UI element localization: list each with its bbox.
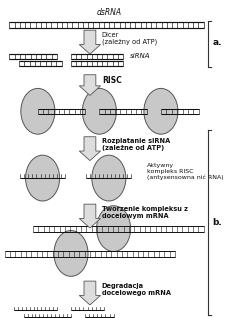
- Text: b.: b.: [212, 218, 222, 227]
- Text: Rozplatanie siRNA
(zależne od ATP): Rozplatanie siRNA (zależne od ATP): [102, 138, 170, 151]
- FancyArrow shape: [79, 75, 101, 95]
- Circle shape: [92, 155, 126, 201]
- Text: siRNA: siRNA: [130, 53, 151, 59]
- Circle shape: [26, 155, 60, 201]
- Circle shape: [54, 231, 88, 276]
- FancyArrow shape: [79, 281, 101, 305]
- FancyArrow shape: [79, 204, 101, 228]
- Text: Dicer
(zależny od ATP): Dicer (zależny od ATP): [102, 32, 157, 45]
- FancyArrow shape: [79, 30, 101, 54]
- Circle shape: [82, 88, 116, 134]
- Circle shape: [97, 206, 131, 252]
- FancyArrow shape: [79, 137, 101, 161]
- Text: Aktywny
kompleks RISC
(antysensowna nić RNA): Aktywny kompleks RISC (antysensowna nić …: [147, 163, 223, 180]
- Circle shape: [21, 88, 55, 134]
- Text: Tworzenie kompleksu z
docelowym mRNA: Tworzenie kompleksu z docelowym mRNA: [102, 206, 188, 219]
- Text: dsRNA: dsRNA: [96, 8, 121, 17]
- Text: RISC: RISC: [102, 76, 121, 85]
- Text: a.: a.: [212, 38, 222, 47]
- Circle shape: [144, 88, 178, 134]
- Text: Degradacja
docelowego mRNA: Degradacja docelowego mRNA: [102, 283, 171, 296]
